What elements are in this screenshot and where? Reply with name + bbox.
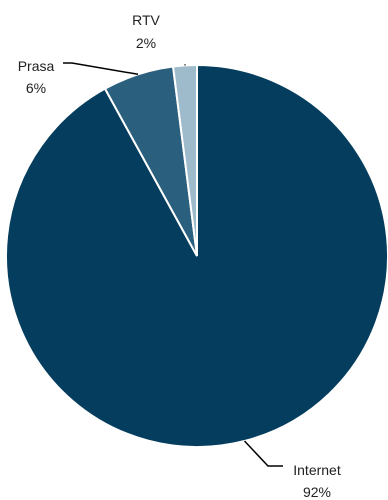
slice-value-prasa: 6% [26, 80, 46, 96]
slice-label-prasa: Prasa [18, 58, 55, 74]
pie-slices [5, 63, 388, 448]
leader-line-prasa [63, 62, 139, 76]
slice-value-rtv: 2% [136, 35, 156, 51]
leader-lines [63, 62, 283, 467]
slice-label-internet: Internet [293, 462, 341, 478]
slice-value-internet: 92% [303, 484, 331, 500]
slice-label-rtv: RTV [132, 12, 160, 28]
leader-line-internet [243, 440, 283, 467]
